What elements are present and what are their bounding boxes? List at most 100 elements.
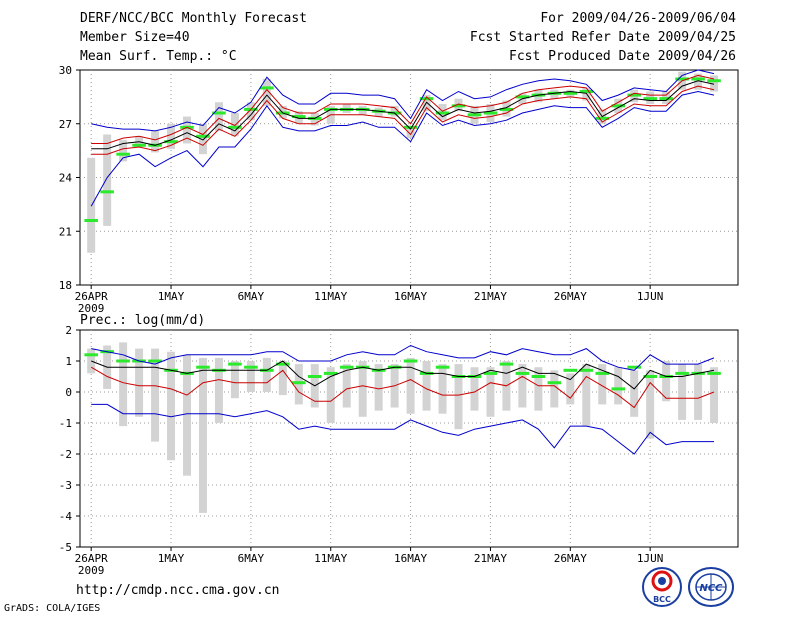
box-bar [646, 370, 655, 439]
y-tick-label: -2 [59, 448, 72, 461]
produced-date: Fcst Produced Date 2009/04/26 [509, 49, 736, 64]
box-bar [486, 367, 495, 417]
x-tick-label: 21MAY [474, 290, 507, 303]
box-bar [198, 123, 207, 155]
series-line-member-upper [91, 74, 715, 144]
x-tick-year-label: 2009 [78, 564, 105, 577]
box-bar [582, 364, 591, 427]
box-bar [294, 364, 303, 405]
y-tick-label: 18 [59, 279, 72, 292]
box-bar [710, 75, 719, 92]
box-bar [151, 348, 160, 442]
box-bar [454, 364, 463, 430]
box-bar [710, 367, 719, 423]
x-tick-label: 16MAY [394, 552, 427, 565]
box-bar [598, 364, 607, 405]
box-bar [262, 357, 271, 392]
box-bar [662, 361, 671, 402]
x-tick-label: 1JUN [637, 552, 664, 565]
box-bar [374, 364, 383, 411]
y-tick-label: 0 [65, 386, 72, 399]
x-tick-label: 26APR [75, 290, 108, 303]
variable-label: Mean Surf. Temp.: °C [80, 49, 237, 64]
y-tick-label: 24 [59, 172, 73, 185]
y-tick-label: 21 [59, 225, 72, 238]
member-size: Member Size=40 [80, 30, 190, 45]
box-bar [406, 125, 415, 139]
box-bar [167, 351, 176, 461]
box-bar [246, 102, 255, 121]
x-tick-label: 26MAY [554, 290, 587, 303]
box-bar [214, 357, 223, 423]
box-bar [582, 87, 591, 101]
x-tick-label: 11MAY [314, 290, 347, 303]
series-line-max-envelope [91, 344, 715, 371]
box-bar [694, 73, 703, 90]
box-bar [438, 364, 447, 414]
box-bar [87, 348, 96, 374]
box-bar [518, 364, 527, 408]
ncc-logo-text: NCC [699, 583, 723, 594]
box-bar [135, 348, 144, 417]
box-bar [694, 364, 703, 420]
box-bar [326, 367, 335, 423]
x-tick-label: 11MAY [314, 552, 347, 565]
box-bar [614, 367, 623, 405]
box-bar [390, 105, 399, 117]
series-line-min-envelope [90, 90, 715, 207]
y-tick-label: -4 [59, 510, 73, 523]
box-bar [183, 116, 191, 144]
box-bar [422, 361, 431, 411]
box-bar [470, 367, 479, 411]
x-tick-label: 6MAY [238, 290, 265, 303]
refer-date: Fcst Started Refer Date 2009/04/25 [469, 30, 736, 45]
precip-title: Prec.: log(mm/d) [80, 313, 205, 328]
series-line-ensemble-mean [91, 80, 715, 150]
website-link[interactable]: http://cmdp.ncc.cma.gov.cn [76, 583, 280, 598]
box-bar [214, 102, 223, 131]
plot-frame [79, 329, 739, 548]
box-bar [246, 361, 255, 392]
y-tick-label: -1 [59, 417, 72, 430]
series-line-min-envelope [91, 403, 714, 455]
y-tick-label: 1 [65, 355, 72, 368]
box-bar [678, 364, 687, 420]
y-tick-label: -5 [59, 541, 72, 554]
box-bar [406, 357, 415, 414]
bcc-logo: BCC [642, 567, 682, 607]
box-bar [534, 367, 543, 411]
box-bar [230, 361, 239, 399]
ncc-logo: NCC [688, 567, 734, 607]
chart-title: DERF/NCC/BCC Monthly Forecast [80, 11, 307, 26]
box-bar [230, 113, 239, 137]
series-line-member-mean-red- [90, 366, 715, 409]
x-tick-label: 26MAY [554, 552, 587, 565]
box-bar [630, 370, 639, 417]
box-bar [566, 373, 575, 405]
grads-credit: GrADS: COLA/IGES [4, 603, 101, 614]
box-bar [167, 123, 176, 149]
box-bar [550, 370, 559, 408]
box-bar [151, 130, 160, 153]
box-bar [103, 134, 112, 226]
box-bar [342, 364, 351, 408]
x-tick-label: 1MAY [158, 552, 185, 565]
box-bar [119, 139, 128, 162]
x-tick-label: 26APR [75, 552, 108, 565]
x-tick-label: 16MAY [394, 290, 427, 303]
box-bar [262, 78, 271, 106]
forecast-period: For 2009/04/26-2009/06/04 [540, 11, 736, 26]
x-tick-label: 1JUN [637, 290, 664, 303]
y-tick-label: -3 [59, 479, 72, 492]
y-tick-label: 30 [59, 64, 72, 77]
x-tick-label: 1MAY [158, 290, 185, 303]
box-bar [278, 361, 287, 396]
y-tick-label: 27 [59, 118, 72, 131]
series-line-ensemble-mean [91, 360, 715, 390]
x-tick-label: 21MAY [474, 552, 507, 565]
series-line-member-lower [91, 85, 715, 155]
box-bar [183, 354, 191, 476]
box-bar [119, 342, 128, 427]
